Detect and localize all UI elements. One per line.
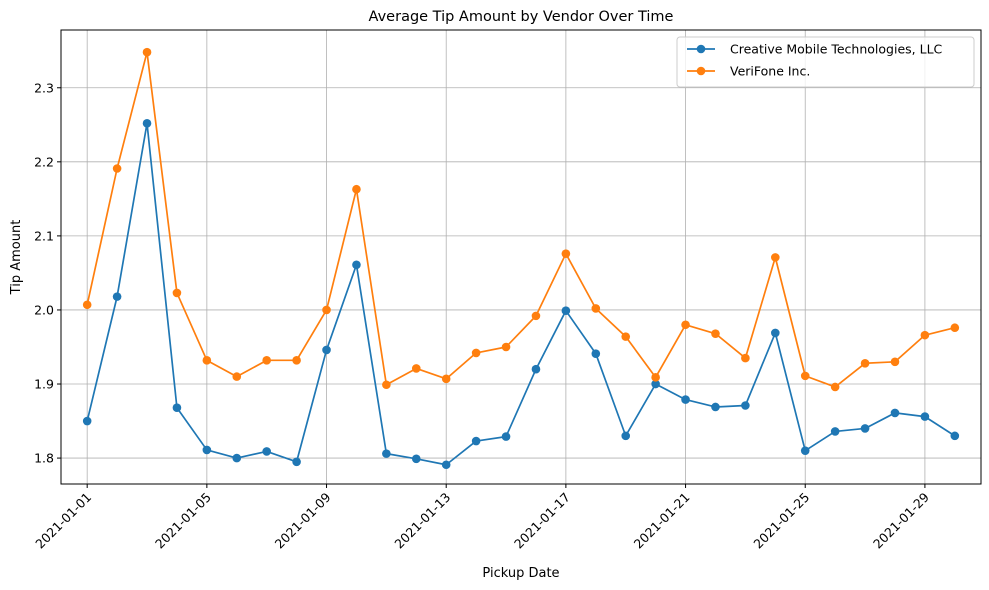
data-point	[501, 342, 511, 352]
data-point	[232, 372, 242, 381]
data-point	[82, 300, 92, 310]
legend-item: Creative Mobile Technologies, LLC	[687, 42, 943, 57]
data-point	[501, 432, 511, 441]
data-point	[382, 380, 391, 390]
data-point	[352, 260, 361, 270]
series-line	[86, 122, 956, 466]
legend-label: Creative Mobile Technologies, LLC	[730, 42, 943, 57]
data-point	[411, 454, 421, 464]
data-point	[82, 416, 92, 426]
legend-box	[676, 36, 975, 88]
data-point	[172, 403, 182, 413]
data-point	[232, 453, 242, 463]
data-point	[711, 402, 720, 412]
y-axis: 1.8 1.9 2.0 2.1 2.2 2.3	[34, 80, 61, 466]
y-axis-label: Tip Amount	[9, 220, 24, 296]
data-point	[441, 374, 451, 384]
data-point	[531, 311, 541, 321]
data-point	[411, 364, 421, 373]
legend-label: VeriFone Inc.	[730, 64, 810, 79]
data-point	[142, 119, 152, 128]
data-point	[651, 379, 660, 389]
data-point	[681, 320, 690, 330]
legend-item: VeriFone Inc.	[687, 64, 810, 79]
y-tick-label: 1.8	[34, 451, 54, 466]
y-tick-label: 2.1	[34, 228, 54, 243]
data-point	[262, 356, 271, 365]
data-point	[890, 357, 900, 367]
data-point	[142, 47, 152, 57]
data-point	[830, 382, 840, 392]
data-point	[741, 401, 750, 410]
data-point	[202, 445, 212, 455]
data-point	[950, 323, 960, 333]
data-point	[651, 373, 660, 382]
data-point	[771, 253, 780, 262]
data-point	[741, 353, 750, 363]
data-point	[621, 332, 631, 341]
data-point	[112, 292, 122, 301]
legend-marker	[696, 44, 706, 54]
y-tick-label: 2.3	[34, 80, 54, 95]
data-point	[591, 349, 601, 358]
data-point	[172, 288, 182, 298]
data-point	[561, 306, 571, 315]
data-point	[950, 431, 960, 441]
data-point	[920, 412, 930, 421]
data-point	[860, 358, 870, 368]
legend: Creative Mobile Technologies, LLC VeriFon…	[676, 36, 975, 88]
y-tick-label: 1.9	[34, 377, 54, 392]
data-point	[860, 424, 870, 433]
data-point	[920, 330, 930, 340]
data-point	[890, 408, 900, 418]
data-point	[382, 449, 391, 458]
chart-title: Average Tip Amount by Vendor Over Time	[369, 9, 674, 25]
data-point	[561, 249, 571, 258]
data-point	[800, 446, 810, 455]
data-point	[202, 356, 212, 365]
data-point	[322, 305, 331, 315]
series-layer	[82, 47, 960, 470]
y-tick-label: 2.0	[34, 302, 54, 317]
data-point	[621, 431, 631, 441]
data-point	[112, 164, 122, 173]
data-point	[352, 184, 361, 194]
data-point	[771, 328, 780, 338]
data-point	[471, 436, 481, 446]
data-point	[591, 304, 601, 313]
y-tick-label: 2.2	[34, 154, 54, 169]
plot-frame	[60, 29, 982, 485]
data-point	[292, 457, 301, 467]
data-point	[322, 345, 331, 355]
legend-marker	[696, 66, 706, 76]
series-1	[82, 119, 960, 470]
data-point	[441, 460, 451, 470]
series-2	[82, 47, 960, 392]
x-axis-label: Pickup Date	[482, 566, 559, 581]
data-point	[830, 427, 840, 436]
series-line	[86, 51, 956, 388]
data-point	[471, 348, 481, 358]
data-point	[711, 329, 720, 338]
data-point	[681, 395, 690, 404]
data-point	[800, 371, 810, 381]
data-point	[531, 364, 541, 374]
data-point	[292, 356, 301, 365]
data-point	[262, 447, 271, 456]
